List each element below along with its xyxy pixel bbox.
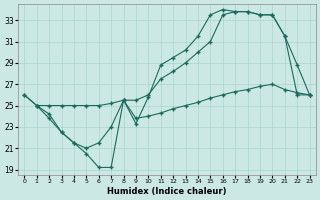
X-axis label: Humidex (Indice chaleur): Humidex (Indice chaleur) xyxy=(107,187,227,196)
